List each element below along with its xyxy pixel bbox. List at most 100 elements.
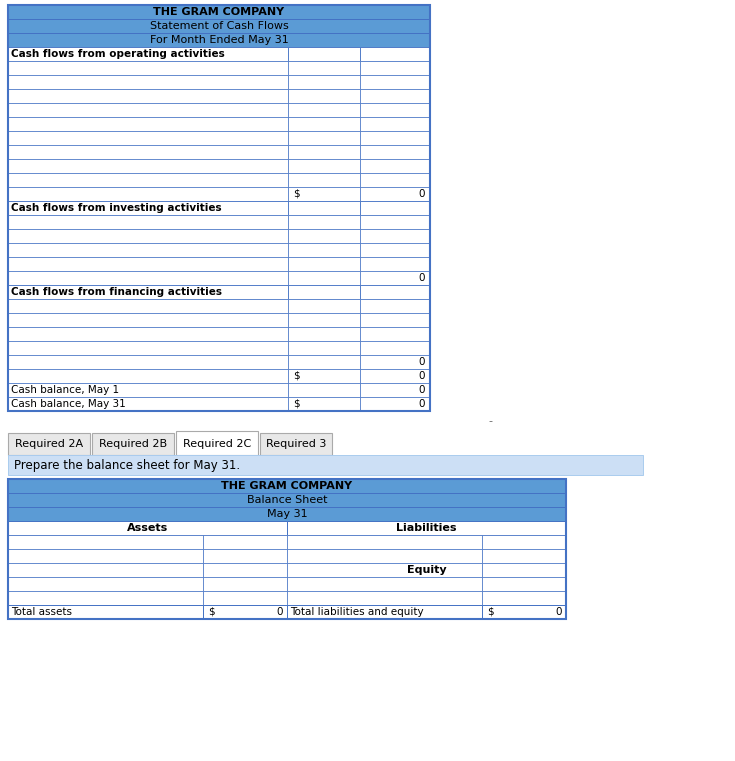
Text: Total liabilities and equity: Total liabilities and equity bbox=[290, 607, 423, 617]
Bar bbox=[287, 535, 482, 549]
Text: THE GRAM COMPANY: THE GRAM COMPANY bbox=[154, 7, 284, 17]
Bar bbox=[287, 549, 482, 563]
Text: 0: 0 bbox=[418, 273, 425, 283]
Bar bbox=[8, 591, 203, 605]
Text: 0: 0 bbox=[276, 607, 283, 617]
Bar bbox=[8, 271, 288, 285]
Bar bbox=[288, 257, 360, 271]
Bar bbox=[8, 215, 288, 229]
Bar bbox=[8, 479, 566, 619]
Bar bbox=[8, 103, 288, 117]
Text: Cash flows from financing activities: Cash flows from financing activities bbox=[11, 287, 222, 297]
Bar bbox=[8, 479, 566, 493]
Bar bbox=[8, 397, 288, 411]
Bar bbox=[8, 433, 90, 455]
Bar bbox=[8, 285, 288, 299]
Bar bbox=[288, 397, 360, 411]
Bar bbox=[288, 173, 360, 187]
Bar bbox=[360, 187, 430, 201]
Bar bbox=[360, 397, 430, 411]
Bar bbox=[8, 535, 203, 549]
Bar bbox=[8, 33, 430, 47]
Bar bbox=[482, 605, 566, 619]
Bar bbox=[288, 187, 360, 201]
Bar bbox=[8, 521, 287, 535]
Bar bbox=[8, 507, 566, 521]
Bar bbox=[8, 455, 643, 475]
Bar bbox=[360, 215, 430, 229]
Bar bbox=[288, 159, 360, 173]
Bar bbox=[288, 243, 360, 257]
Bar bbox=[8, 187, 288, 201]
Bar bbox=[287, 605, 482, 619]
Text: Equity: Equity bbox=[406, 565, 446, 575]
Bar bbox=[482, 563, 566, 577]
Bar bbox=[288, 313, 360, 327]
Text: 0: 0 bbox=[418, 189, 425, 199]
Bar bbox=[203, 591, 287, 605]
Bar bbox=[8, 229, 288, 243]
Text: Balance Sheet: Balance Sheet bbox=[247, 495, 327, 505]
Bar bbox=[360, 369, 430, 383]
Bar bbox=[8, 117, 288, 131]
Bar bbox=[176, 431, 258, 455]
Bar bbox=[8, 341, 288, 355]
Bar bbox=[288, 47, 360, 61]
Bar bbox=[8, 89, 288, 103]
Bar bbox=[288, 201, 360, 215]
Bar bbox=[287, 577, 482, 591]
Text: -: - bbox=[488, 416, 492, 426]
Bar bbox=[8, 145, 288, 159]
Bar bbox=[8, 563, 203, 577]
Bar bbox=[203, 535, 287, 549]
Text: Required 2A: Required 2A bbox=[15, 439, 83, 449]
Text: Total assets: Total assets bbox=[11, 607, 72, 617]
Text: Required 3: Required 3 bbox=[266, 439, 326, 449]
Bar bbox=[288, 271, 360, 285]
Bar bbox=[482, 591, 566, 605]
Text: Cash flows from operating activities: Cash flows from operating activities bbox=[11, 49, 225, 59]
Bar bbox=[8, 327, 288, 341]
Text: 0: 0 bbox=[418, 399, 425, 409]
Bar bbox=[360, 131, 430, 145]
Text: Statement of Cash Flows: Statement of Cash Flows bbox=[150, 21, 288, 31]
Bar bbox=[288, 369, 360, 383]
Bar bbox=[360, 285, 430, 299]
Bar bbox=[482, 535, 566, 549]
Bar bbox=[360, 103, 430, 117]
Bar bbox=[203, 577, 287, 591]
Text: 0: 0 bbox=[556, 607, 562, 617]
Bar bbox=[288, 383, 360, 397]
Bar bbox=[8, 131, 288, 145]
Text: THE GRAM COMPANY: THE GRAM COMPANY bbox=[221, 481, 353, 491]
Text: $: $ bbox=[293, 399, 300, 409]
Text: Cash balance, May 31: Cash balance, May 31 bbox=[11, 399, 126, 409]
Text: $: $ bbox=[487, 607, 494, 617]
Text: Cash flows from investing activities: Cash flows from investing activities bbox=[11, 203, 222, 213]
Bar bbox=[360, 383, 430, 397]
Bar bbox=[482, 549, 566, 563]
Bar bbox=[360, 47, 430, 61]
Bar bbox=[8, 549, 203, 563]
Bar bbox=[288, 341, 360, 355]
Bar bbox=[288, 131, 360, 145]
Bar bbox=[360, 159, 430, 173]
Bar bbox=[288, 285, 360, 299]
Bar bbox=[360, 117, 430, 131]
Bar bbox=[288, 215, 360, 229]
Text: $: $ bbox=[293, 189, 300, 199]
Bar bbox=[360, 201, 430, 215]
Bar bbox=[8, 5, 430, 411]
Text: 0: 0 bbox=[418, 371, 425, 381]
Bar bbox=[8, 75, 288, 89]
Bar bbox=[8, 313, 288, 327]
Bar bbox=[8, 257, 288, 271]
Bar bbox=[8, 605, 203, 619]
Text: Required 2C: Required 2C bbox=[183, 439, 251, 449]
Bar bbox=[360, 257, 430, 271]
Bar bbox=[360, 327, 430, 341]
Text: Liabilities: Liabilities bbox=[396, 523, 456, 533]
Bar bbox=[360, 89, 430, 103]
Bar bbox=[203, 563, 287, 577]
Bar bbox=[288, 229, 360, 243]
